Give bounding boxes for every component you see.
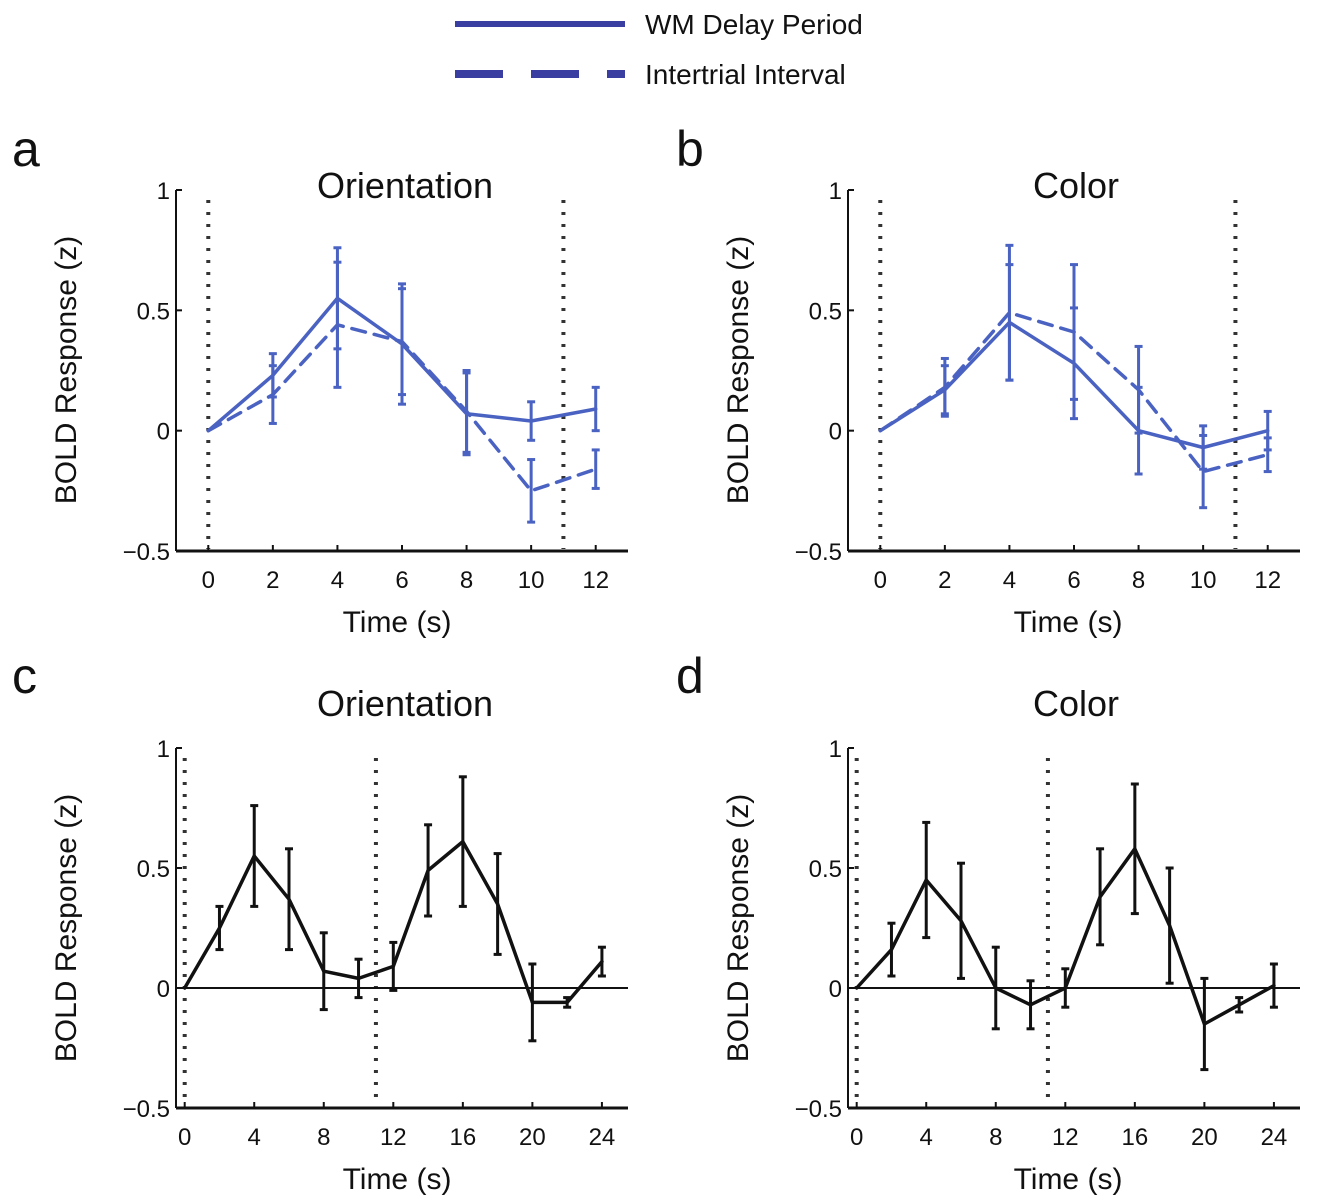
panel-d-xtick-label: 0 <box>850 1124 863 1151</box>
panel-a-xtick-label: 10 <box>518 567 545 594</box>
panel-d-ytick-label: 1 <box>829 736 842 763</box>
panel-c-letter: c <box>12 648 37 704</box>
panel-b-intertrial-line <box>878 310 1270 474</box>
panel-b-xlabel: Time (s) <box>1014 606 1123 639</box>
panel-c-xtick-label: 20 <box>519 1124 546 1151</box>
panel-a-ytick-label: −0.5 <box>123 539 170 566</box>
panel-c-ytick-label: 0.5 <box>137 856 170 883</box>
panel-b-ylabel: BOLD Response (z) <box>722 236 755 504</box>
panel-c-xtick-label: 4 <box>248 1124 261 1151</box>
panel-d-ytick-label: −0.5 <box>795 1096 842 1123</box>
panel-a-xtick-label: 2 <box>266 567 279 594</box>
panel-d-xtick-label: 12 <box>1052 1124 1079 1151</box>
panel-c-response-line <box>182 839 604 1005</box>
panel-a-ytick-label: 0 <box>157 419 170 446</box>
panel-a-letter: a <box>12 121 40 177</box>
panel-d-xtick-label: 16 <box>1121 1124 1148 1151</box>
panel-b-xtick-label: 12 <box>1254 567 1281 594</box>
panel-d-ytick-label: 0 <box>829 976 842 1003</box>
legend: WM Delay Period Intertrial Interval <box>455 9 863 90</box>
panel-b-xtick-label: 6 <box>1067 567 1080 594</box>
panel-c-xtick-label: 24 <box>589 1124 616 1151</box>
panel-b-xtick-label: 0 <box>874 567 887 594</box>
panel-c-xlabel: Time (s) <box>343 1163 452 1196</box>
panel-a-ytick-label: 0.5 <box>137 298 170 325</box>
panel-d-letter: d <box>676 648 704 704</box>
panel-a-intertrial-line <box>206 323 598 493</box>
panel-b-xtick-label: 4 <box>1003 567 1016 594</box>
panel-c: c Orientation Time (s) BOLD Response (z)… <box>12 648 628 1196</box>
panel-b-xtick-label: 8 <box>1132 567 1145 594</box>
panel-b-title: Color <box>1033 165 1119 206</box>
panel-d-response-line <box>854 847 1276 1026</box>
panel-d-title: Color <box>1033 683 1119 724</box>
panel-a-xlabel: Time (s) <box>343 606 452 639</box>
panel-a-ytick-label: 1 <box>157 178 170 205</box>
panel-c-ytick-label: 1 <box>157 736 170 763</box>
panel-d-xlabel: Time (s) <box>1014 1163 1123 1196</box>
panel-b-ytick-label: 0.5 <box>809 298 842 325</box>
panel-a-xtick-label: 4 <box>331 567 344 594</box>
legend-label-intertrial: Intertrial Interval <box>645 59 846 90</box>
panel-c-xtick-label: 12 <box>380 1124 407 1151</box>
panel-a-xtick-label: 0 <box>202 567 215 594</box>
panel-d-xtick-label: 24 <box>1261 1124 1288 1151</box>
panel-c-title: Orientation <box>317 683 493 724</box>
panel-d-xtick-label: 4 <box>920 1124 933 1151</box>
panel-b-xtick-label: 2 <box>938 567 951 594</box>
panel-b-ytick-label: −0.5 <box>795 539 842 566</box>
panel-b-ytick-label: 0 <box>829 419 842 446</box>
legend-label-wm-delay: WM Delay Period <box>645 9 863 40</box>
panel-c-xtick-label: 16 <box>449 1124 476 1151</box>
panel-c-ytick-label: −0.5 <box>123 1096 170 1123</box>
panel-d-ylabel: BOLD Response (z) <box>722 794 755 1062</box>
panel-a: a Orientation Time (s) BOLD Response (z)… <box>12 121 628 639</box>
panel-a-xtick-label: 6 <box>395 567 408 594</box>
panel-a-title: Orientation <box>317 165 493 206</box>
panel-a-xtick-label: 8 <box>460 567 473 594</box>
panel-d: d Color Time (s) BOLD Response (z) 1 0.5 0… <box>676 648 1300 1196</box>
panel-d-xtick-label: 20 <box>1191 1124 1218 1151</box>
panel-d-xtick-label: 8 <box>989 1124 1002 1151</box>
panel-b-ytick-label: 1 <box>829 178 842 205</box>
panel-c-xtick-label: 0 <box>178 1124 191 1151</box>
panel-a-xtick-label: 12 <box>582 567 609 594</box>
panel-b: b Color Time (s) BOLD Response (z) 1 0.5 0… <box>676 121 1300 639</box>
panel-c-ytick-label: 0 <box>157 976 170 1003</box>
panel-c-ylabel: BOLD Response (z) <box>50 794 83 1062</box>
panel-a-ylabel: BOLD Response (z) <box>50 236 83 504</box>
panel-d-ytick-label: 0.5 <box>809 856 842 883</box>
panel-c-xtick-label: 8 <box>317 1124 330 1151</box>
panel-b-letter: b <box>676 121 704 177</box>
panel-b-xtick-label: 10 <box>1190 567 1217 594</box>
